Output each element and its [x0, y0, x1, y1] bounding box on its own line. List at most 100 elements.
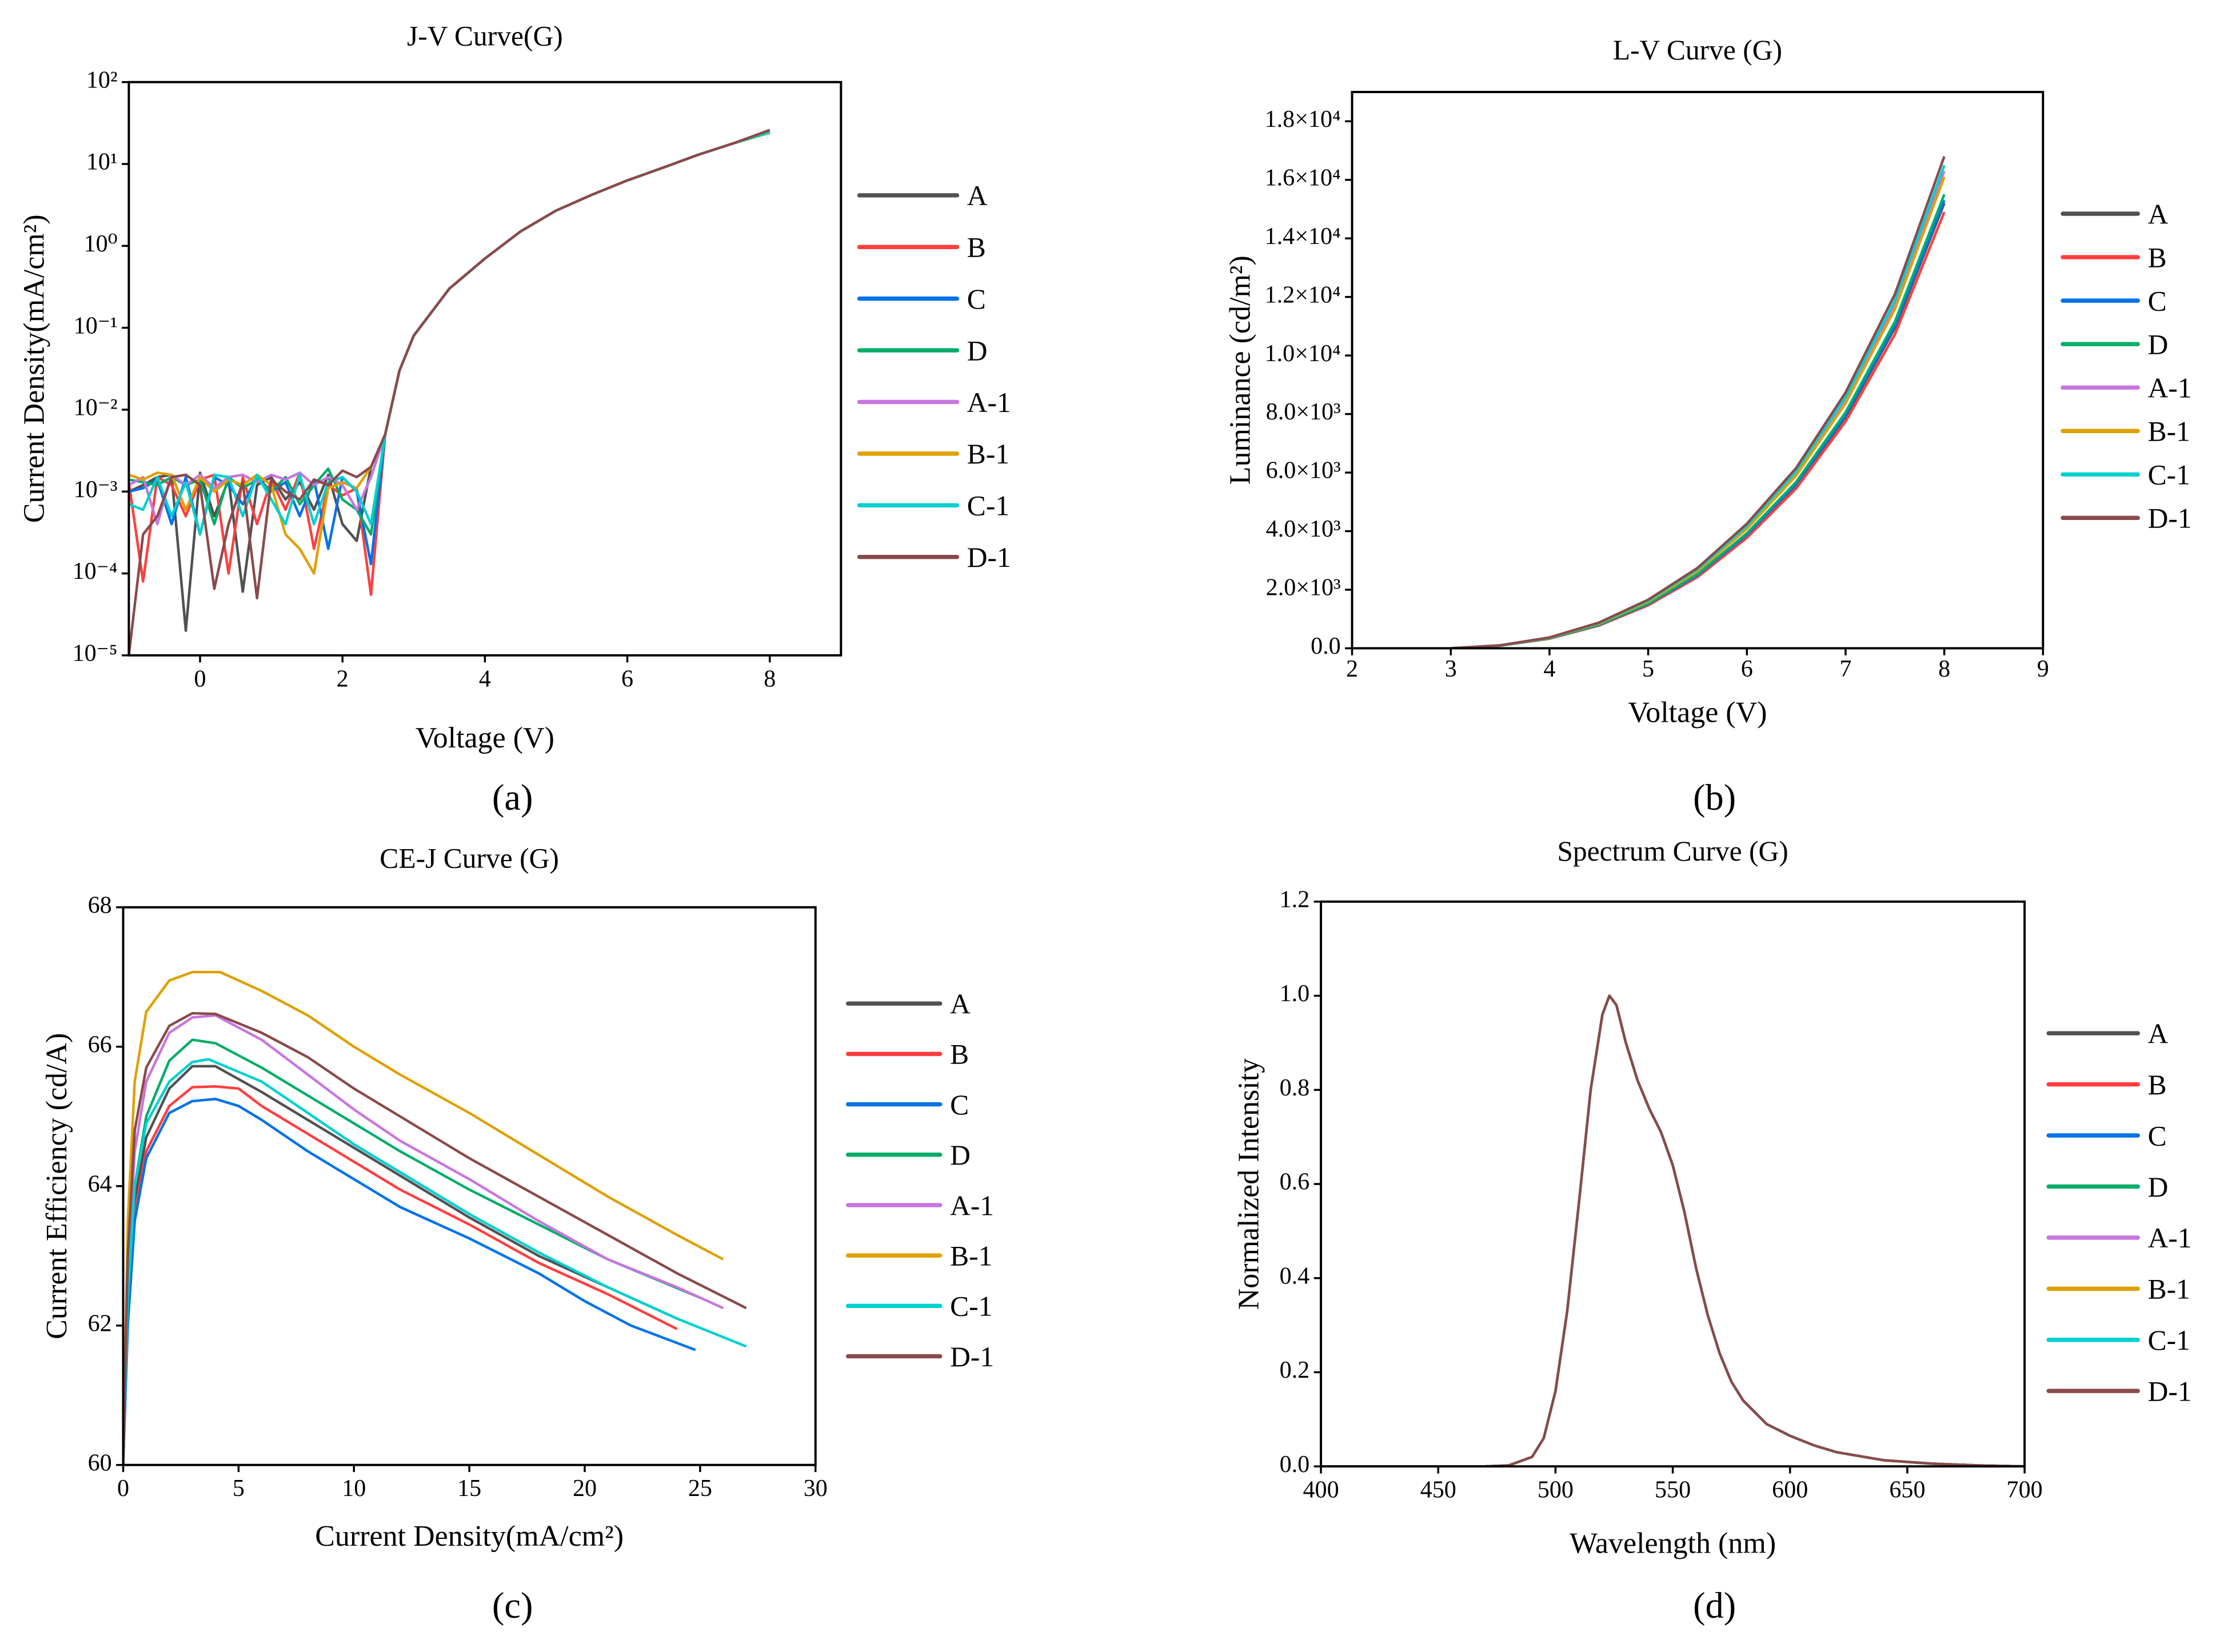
x-tick-label: 9 — [2037, 655, 2049, 682]
chart-0: J-V Curve(G) Voltage (V) Current Density(m… — [18, 20, 1011, 754]
y-tick-label: 10⁻⁴ — [73, 558, 118, 585]
series-line-B — [129, 130, 770, 596]
chart-title: Spectrum Curve (G) — [1557, 835, 1788, 867]
legend-label: D-1 — [2148, 1375, 2192, 1407]
chart-2: CE-J Curve (G) Current Density(mA/cm²) Cur… — [41, 842, 994, 1552]
x-tick-label: 4 — [479, 665, 491, 692]
y-tick-label: 4.0×10³ — [1266, 515, 1341, 542]
x-tick-label: 400 — [1303, 1477, 1339, 1503]
legend-label: D — [950, 1139, 971, 1171]
series-line-B-1 — [1321, 994, 2025, 1467]
series-line-D-1 — [129, 129, 770, 655]
x-tick-label: 2 — [337, 665, 349, 692]
x-tick-label: 6 — [621, 665, 633, 692]
x-tick-label: 5 — [233, 1475, 245, 1502]
series-line-A-1 — [129, 130, 770, 526]
legend-item: C-1 — [846, 1291, 992, 1322]
series-line-D-1 — [123, 1011, 747, 1465]
x-axis-label: Voltage (V) — [416, 722, 554, 754]
legend-label: D — [2148, 329, 2169, 360]
y-tick-label: 6.0×10³ — [1266, 457, 1341, 484]
y-tick-label: 10⁻⁵ — [73, 640, 118, 667]
series-line-B — [1321, 994, 2025, 1467]
panel-label-d: (d) — [1693, 1585, 1736, 1626]
legend-item: D-1 — [2061, 503, 2192, 534]
legend-item: C-1 — [2061, 459, 2190, 491]
x-tick-label: 0 — [194, 665, 206, 692]
panel-label-a: (a) — [492, 777, 533, 818]
x-tick-label: 8 — [1938, 655, 1950, 682]
legend-item: C — [2046, 1120, 2167, 1151]
plot-frame — [122, 906, 817, 1466]
legend-label: C — [967, 283, 986, 315]
legend-item: C — [2061, 285, 2167, 317]
legend-label: C-1 — [967, 490, 1009, 522]
y-tick-label: 66 — [88, 1031, 112, 1058]
legend-label: B-1 — [2148, 1274, 2190, 1305]
y-tick-label: 0.8 — [1280, 1074, 1310, 1101]
series-line-D — [129, 131, 770, 536]
plot-area — [123, 970, 747, 1465]
series-line-C-1 — [1321, 994, 2025, 1467]
legend-label: C — [2148, 285, 2167, 317]
legend-item: A — [2061, 198, 2169, 230]
series-line-A-1 — [123, 1014, 724, 1465]
series-line-D — [1451, 194, 1946, 649]
legend-label: D-1 — [2148, 503, 2192, 534]
y-tick-label: 62 — [88, 1310, 112, 1337]
legend-item: B — [2046, 1069, 2167, 1101]
y-tick-label: 1.0 — [1280, 980, 1310, 1007]
series-line-B-1 — [129, 131, 770, 575]
x-tick-label: 650 — [1889, 1477, 1925, 1503]
x-tick-label: 500 — [1538, 1477, 1574, 1503]
y-tick-label: 1.8×10⁴ — [1265, 106, 1341, 133]
series-line-B — [123, 1085, 678, 1465]
plot-area — [129, 129, 770, 655]
series-line-C — [129, 131, 770, 566]
series-line-C — [123, 1098, 696, 1465]
legend-label: A-1 — [2148, 373, 2192, 404]
legend-item: B-1 — [857, 438, 1009, 470]
x-tick-label: 450 — [1420, 1477, 1456, 1503]
plot-area — [1321, 994, 2025, 1467]
x-axis-label: Voltage (V) — [1628, 696, 1767, 729]
series-line-D-1 — [1451, 155, 1946, 649]
y-tick-label: 10² — [86, 66, 118, 93]
x-tick-label: 7 — [1839, 655, 1851, 682]
legend-label: A-1 — [950, 1190, 994, 1221]
legend-label: C — [2148, 1120, 2167, 1151]
y-axis-label: Normalized Intensity — [1233, 1058, 1265, 1310]
legend-label: A — [2148, 1018, 2169, 1050]
plot-frame — [127, 81, 843, 657]
legend-label: A — [967, 180, 988, 211]
legend-item: D — [846, 1139, 971, 1171]
x-tick-label: 25 — [688, 1475, 712, 1502]
y-tick-label: 0.0 — [1280, 1451, 1310, 1478]
x-tick-label: 3 — [1445, 655, 1457, 682]
legend-label: B-1 — [967, 438, 1009, 470]
y-tick-label: 0.4 — [1280, 1262, 1310, 1289]
series-line-C-1 — [129, 131, 770, 536]
y-tick-label: 0.0 — [1311, 633, 1341, 659]
x-axis-label: Current Density(mA/cm²) — [315, 1520, 624, 1553]
series-line-A — [1451, 202, 1946, 649]
x-tick-label: 20 — [573, 1475, 597, 1502]
y-tick-label: 10⁰ — [84, 230, 118, 257]
chart-title: L-V Curve (G) — [1613, 34, 1782, 66]
legend-label: B — [2148, 242, 2167, 273]
legend-label: B — [2148, 1069, 2167, 1101]
legend-label: A-1 — [967, 387, 1011, 418]
legend-item: A — [2046, 1018, 2169, 1050]
plot-frame — [1320, 900, 2026, 1468]
y-tick-label: 64 — [88, 1170, 112, 1197]
x-tick-label: 600 — [1772, 1477, 1808, 1503]
y-tick-label: 10¹ — [86, 149, 118, 175]
y-tick-label: 10⁻¹ — [74, 312, 118, 339]
legend-item: C-1 — [857, 490, 1009, 522]
legend-label: A-1 — [2148, 1222, 2192, 1254]
